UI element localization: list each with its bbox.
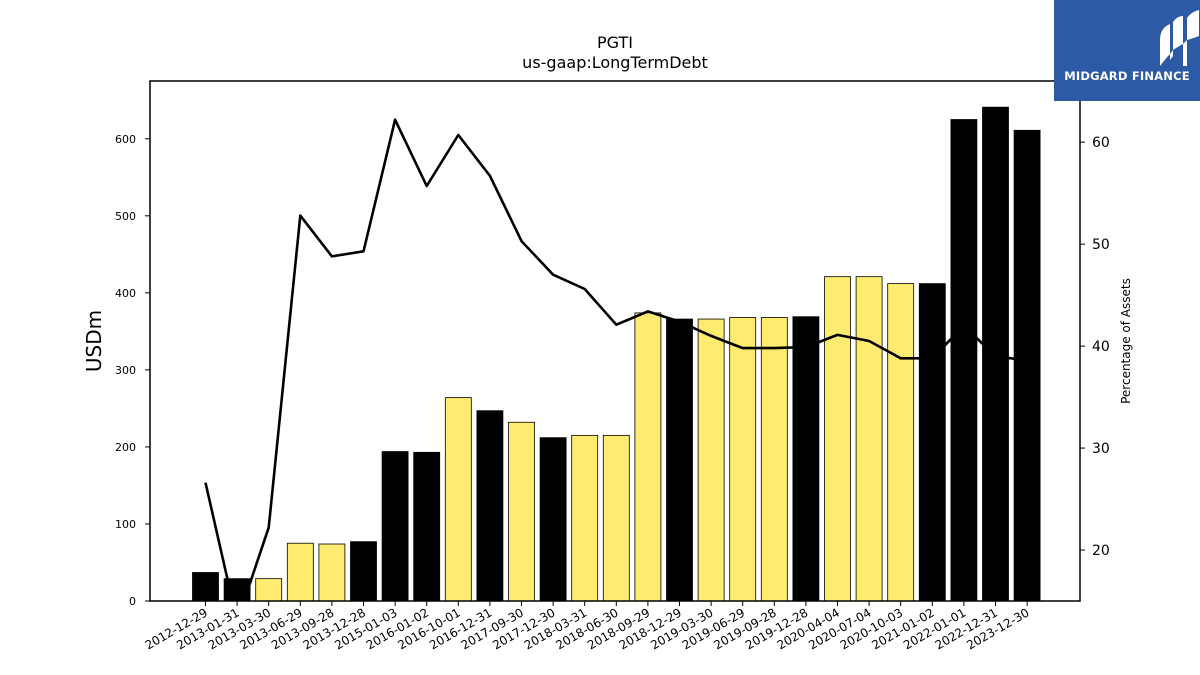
- bar: [824, 276, 851, 602]
- x-axis: 2012-12-292013-01-312013-03-302013-06-29…: [143, 601, 1032, 652]
- bar: [318, 543, 346, 602]
- y-tick-label: 200: [115, 441, 136, 454]
- y-axis-left: 0 100 200 300 400 500 600: [115, 133, 150, 608]
- y-tick-label: 400: [115, 287, 136, 300]
- plot-frame: [149, 80, 1081, 602]
- bar: [697, 318, 725, 602]
- y2-tick-label: 30: [1092, 441, 1110, 457]
- bar: [350, 541, 377, 602]
- y-axis-right: 20 30 40 50 60: [1080, 135, 1110, 559]
- bar: [413, 451, 441, 602]
- bar: [571, 434, 599, 602]
- bar: [444, 397, 472, 602]
- y-tick-label: 100: [115, 518, 136, 531]
- bar: [634, 312, 662, 602]
- bar-series: [192, 106, 1041, 602]
- bar: [1013, 129, 1041, 602]
- y-tick-label: 300: [115, 364, 136, 377]
- chart-subtitle: us-gaap:LongTermDebt: [522, 53, 708, 72]
- bar: [286, 542, 314, 602]
- brand-logo: MIDGARD FINANCE: [1054, 0, 1200, 101]
- chart-title: PGTI: [597, 33, 633, 52]
- line-series: [204, 118, 1028, 601]
- y2-tick-label: 20: [1092, 543, 1110, 559]
- bar: [950, 119, 978, 602]
- bar: [792, 316, 820, 602]
- bar: [602, 434, 630, 602]
- bar: [539, 437, 567, 602]
- bar: [381, 451, 409, 602]
- y2-axis-label: Percentage of Assets: [1119, 278, 1133, 404]
- bar: [508, 421, 535, 602]
- pct-assets-line: [204, 118, 1028, 601]
- bar: [192, 572, 219, 602]
- brand-name: MIDGARD FINANCE: [1064, 69, 1190, 83]
- y-tick-label: 600: [115, 133, 136, 146]
- y2-tick-label: 60: [1092, 135, 1110, 151]
- y-axis-label: USDm: [82, 310, 106, 372]
- bar: [729, 317, 757, 602]
- bar: [666, 318, 693, 602]
- bar: [982, 106, 1009, 602]
- y-tick-label: 0: [129, 595, 136, 608]
- midgard-m-icon: [1160, 10, 1199, 66]
- bar: [255, 578, 283, 602]
- y2-tick-label: 50: [1092, 237, 1110, 253]
- y-tick-label: 500: [115, 210, 136, 223]
- bar: [918, 283, 946, 602]
- bar: [760, 317, 788, 602]
- bar: [476, 410, 504, 602]
- y2-tick-label: 40: [1092, 339, 1110, 355]
- bar: [887, 283, 915, 602]
- bar: [855, 276, 883, 602]
